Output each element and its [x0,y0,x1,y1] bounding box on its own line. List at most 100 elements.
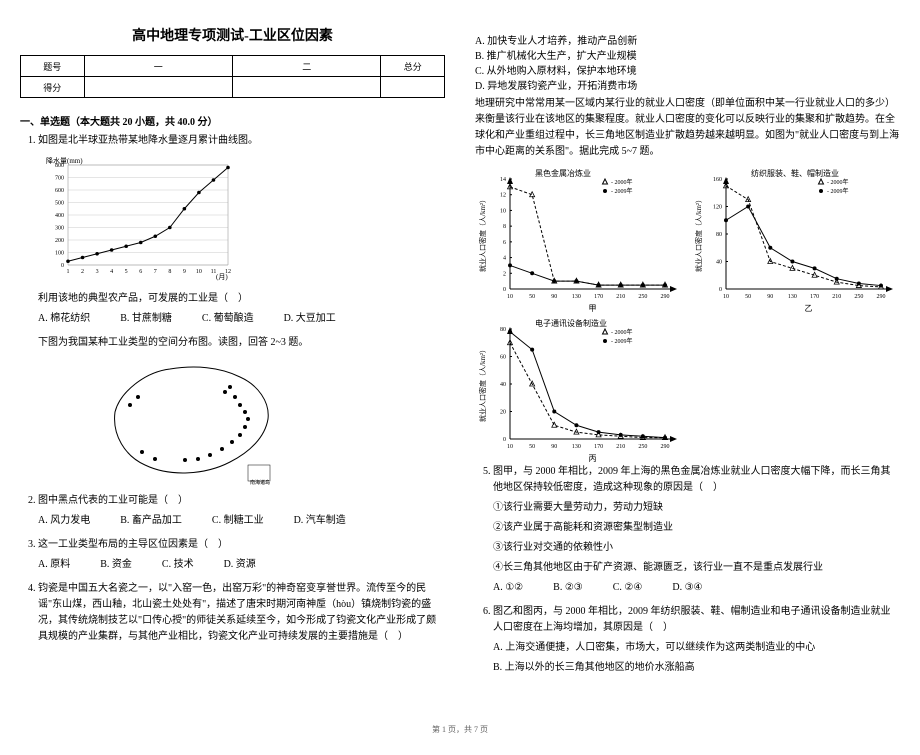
q2-stem: 图中黑点代表的工业可能是（ ） [38,495,188,506]
sub: B. 上海以外的长三角其他地区的地价水涨船高 [493,660,900,676]
question-3: 这一工业类型布局的主导区位因素是（ ） A. 原料 B. 资金 C. 技术 D.… [38,537,445,573]
opt: D. 汽车制造 [294,513,346,529]
opt: A. 加快专业人才培养，推动产品创新 [475,32,679,47]
svg-text:10: 10 [507,294,513,300]
svg-text:0: 0 [61,263,64,269]
svg-text:170: 170 [594,444,603,450]
svg-text:8: 8 [503,224,506,230]
question-4: 钧瓷是中国五大名瓷之一，以"入窑一色，出窑万彩"的神奇窑变享誉世界。流传至今的民… [38,581,445,645]
svg-text:降水量(mm): 降水量(mm) [46,156,83,165]
chart-b: 04080120160105090130170210250290纺织服装、鞋、帽… [691,164,901,314]
svg-text:210: 210 [616,294,625,300]
svg-text:130: 130 [572,444,581,450]
opt: B. 畜产品加工 [120,513,182,529]
svg-text:11: 11 [211,269,217,275]
svg-text:就业人口密度（人/km²）: 就业人口密度（人/km²） [478,346,487,422]
section-heading: 一、单选题（本大题共 20 小题，共 40.0 分） [20,113,445,128]
svg-text:290: 290 [661,444,670,450]
svg-text:甲: 甲 [589,304,597,313]
svg-text:- 2009年: - 2009年 [611,337,633,345]
svg-text:210: 210 [832,294,841,300]
sub: ②该产业属于高能耗和资源密集型制造业 [493,520,900,536]
opt: C. ②④ [613,580,643,596]
opt: C. 葡萄酿造 [202,311,254,327]
question-5: 图甲，与 2000 年相比，2009 年上海的黑色金属冶炼业就业人口密度大幅下降… [493,464,900,596]
q1-stem: 如图是北半球亚热带某地降水量逐月累计曲线图。 [38,135,258,146]
svg-text:6: 6 [503,240,506,246]
sub: ③该行业对交通的依赖性小 [493,540,900,556]
svg-text:10: 10 [723,294,729,300]
svg-text:800: 800 [55,163,64,169]
chart-c: 020406080105090130170210250290电子通讯设备制造业就… [475,314,900,464]
svg-text:600: 600 [55,188,64,194]
cell: 总分 [381,56,445,77]
svg-text:90: 90 [551,294,557,300]
svg-text:0: 0 [503,437,506,443]
opt: A. 棉花纺织 [38,311,90,327]
svg-text:130: 130 [572,294,581,300]
svg-text:丙: 丙 [589,454,597,463]
svg-text:90: 90 [551,444,557,450]
svg-text:250: 250 [638,444,647,450]
cell [381,77,445,98]
svg-text:12: 12 [225,269,231,275]
svg-text:7: 7 [154,269,157,275]
q1-opts: A. 棉花纺织 B. 甘蔗制糖 C. 葡萄酿造 D. 大豆加工 [38,311,445,327]
opt: D. ③④ [672,580,702,596]
svg-text:就业人口密度（人/km²）: 就业人口密度（人/km²） [694,196,703,272]
svg-text:50: 50 [745,294,751,300]
opt: C. 制糖工业 [212,513,264,529]
q6-stem: 图乙和图丙，与 2000 年相比，2009 年纺织服装、鞋、帽制造业和电子通讯设… [493,606,891,633]
sub: A. 上海交通便捷，人口密集，市场大，可以继续作为这两类制造业的中心 [493,640,900,656]
cell: 题号 [21,56,85,77]
svg-text:4: 4 [503,256,506,262]
page-title: 高中地理专项测试-工业区位因素 [20,25,445,45]
chart-a: 02468101214105090130170210250290黑色金属冶炼业就… [475,164,685,314]
opt: B. 甘蔗制糖 [120,311,172,327]
svg-text:500: 500 [55,201,64,207]
cell [84,77,232,98]
svg-text:20: 20 [500,410,506,416]
svg-text:黑色金属冶炼业: 黑色金属冶炼业 [535,168,591,178]
svg-text:0: 0 [719,287,722,293]
svg-text:80: 80 [500,327,506,333]
svg-text:- 2000年: - 2000年 [611,328,633,336]
svg-text:80: 80 [716,232,722,238]
svg-text:- 2009年: - 2009年 [611,187,633,195]
svg-text:50: 50 [529,294,535,300]
svg-text:300: 300 [55,226,64,232]
q5-stem: 图甲，与 2000 年相比，2009 年上海的黑色金属冶炼业就业人口密度大幅下降… [493,466,891,493]
cell [233,77,381,98]
svg-text:乙: 乙 [805,304,813,313]
svg-text:0: 0 [503,287,506,293]
svg-text:250: 250 [854,294,863,300]
svg-text:160: 160 [713,177,722,183]
opt: A. 风力发电 [38,513,90,529]
opt: B. ②③ [553,580,583,596]
charts-row: 02468101214105090130170210250290黑色金属冶炼业就… [475,164,900,314]
svg-text:40: 40 [500,382,506,388]
q4-opts: A. 加快专业人才培养，推动产品创新 B. 推广机械化大生产，扩大产业规模 C.… [475,32,900,92]
svg-text:40: 40 [716,260,722,266]
q1-chart: 降水量(mm) (月) 0100200300400500600700800 12… [38,155,445,285]
sub: ④长三角其他地区由于矿产资源、能源匮乏，该行业一直不是重点发展行业 [493,560,900,576]
question-2: 图中黑点代表的工业可能是（ ） A. 风力发电 B. 畜产品加工 C. 制糖工业… [38,493,445,529]
svg-text:10: 10 [500,208,506,214]
score-table: 题号 一 二 总分 得分 [20,55,445,98]
opt: B. 资金 [100,557,132,573]
svg-text:9: 9 [183,269,186,275]
svg-text:290: 290 [661,294,670,300]
cell: 得分 [21,77,85,98]
opt: B. 推广机械化大生产，扩大产业规模 [475,47,679,62]
svg-text:- 2000年: - 2000年 [827,178,849,186]
page-footer: 第 1 页，共 7 页 [20,724,900,735]
opt: C. 技术 [162,557,194,573]
svg-text:- 2000年: - 2000年 [611,178,633,186]
opt: D. 大豆加工 [284,311,336,327]
svg-text:210: 210 [616,444,625,450]
question-6: 图乙和图丙，与 2000 年相比，2009 年纺织服装、鞋、帽制造业和电子通讯设… [493,604,900,676]
svg-text:60: 60 [500,355,506,361]
cell: 一 [84,56,232,77]
svg-text:700: 700 [55,176,64,182]
svg-text:8: 8 [168,269,171,275]
